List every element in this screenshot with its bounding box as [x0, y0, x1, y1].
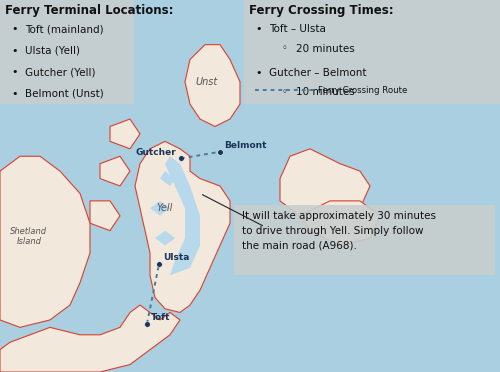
- FancyBboxPatch shape: [234, 205, 495, 275]
- Text: Ulsta: Ulsta: [163, 253, 190, 262]
- Text: Shetland
Island: Shetland Island: [10, 227, 48, 246]
- Polygon shape: [135, 141, 230, 312]
- FancyBboxPatch shape: [0, 0, 134, 104]
- Text: Ulsta (Yell): Ulsta (Yell): [25, 46, 80, 56]
- Text: Gutcher (Yell): Gutcher (Yell): [25, 67, 96, 77]
- Polygon shape: [185, 45, 240, 126]
- Text: •: •: [255, 24, 262, 34]
- FancyBboxPatch shape: [244, 0, 500, 104]
- Text: •: •: [255, 68, 262, 78]
- Text: Belmont: Belmont: [224, 141, 266, 150]
- Polygon shape: [280, 149, 370, 223]
- Polygon shape: [110, 119, 140, 149]
- Polygon shape: [150, 201, 170, 216]
- Text: ◦: ◦: [282, 87, 287, 97]
- Polygon shape: [100, 156, 130, 186]
- Text: 20 minutes: 20 minutes: [296, 44, 355, 54]
- Text: Ferry Terminal Locations:: Ferry Terminal Locations:: [5, 4, 173, 17]
- Text: Toft – Ulsta: Toft – Ulsta: [269, 24, 326, 34]
- Text: Gutcher: Gutcher: [135, 148, 176, 157]
- Text: •: •: [11, 89, 18, 99]
- Text: •: •: [11, 67, 18, 77]
- Text: Ferry Crossing Route: Ferry Crossing Route: [318, 86, 408, 94]
- Text: Belmont (Unst): Belmont (Unst): [25, 89, 104, 99]
- Text: •: •: [11, 46, 18, 56]
- Text: 10 minutes: 10 minutes: [296, 87, 355, 97]
- Text: ◦: ◦: [282, 44, 287, 54]
- Text: Yell: Yell: [157, 203, 173, 213]
- Text: Toft: Toft: [151, 313, 171, 322]
- Polygon shape: [155, 231, 175, 246]
- Polygon shape: [0, 156, 90, 327]
- Polygon shape: [90, 201, 120, 231]
- Polygon shape: [300, 201, 380, 246]
- Text: Gutcher – Belmont: Gutcher – Belmont: [269, 68, 366, 78]
- Polygon shape: [0, 305, 180, 372]
- Polygon shape: [160, 171, 175, 186]
- Text: Toft (mainland): Toft (mainland): [25, 24, 103, 34]
- Text: Ferry Crossing Times:: Ferry Crossing Times:: [249, 4, 394, 17]
- Text: Unst: Unst: [196, 77, 218, 87]
- Polygon shape: [165, 156, 200, 275]
- Text: It will take approximately 30 minutes
to drive through Yell. Simply follow
the m: It will take approximately 30 minutes to…: [242, 211, 436, 251]
- Text: •: •: [11, 24, 18, 34]
